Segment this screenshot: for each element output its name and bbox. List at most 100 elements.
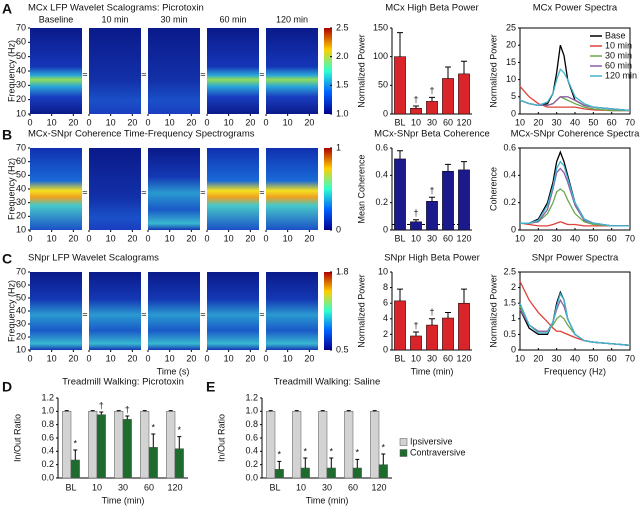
x-tick-label: BL	[394, 233, 405, 243]
x-tick-label: 20	[186, 117, 196, 127]
x-tick-label: 20	[245, 117, 255, 127]
significance-marker: *	[304, 446, 308, 456]
x-tick-label: 60	[443, 353, 453, 363]
x-tick-label: 20	[304, 117, 314, 127]
colorbar-tick-label: 2.5	[336, 22, 349, 32]
break-mark: ≈	[142, 69, 147, 79]
y-tick-label: 50	[16, 51, 26, 61]
significance-marker: †	[413, 208, 418, 218]
x-tick-label: 10	[106, 117, 116, 127]
y-tick-label: 100	[373, 51, 388, 61]
colorbar-tick-label: 0.5	[336, 344, 349, 354]
colorbar-tick-label: 1	[336, 142, 341, 152]
break-mark: ≈	[142, 187, 147, 197]
x-tick-label: 10	[283, 233, 293, 243]
error-bar	[125, 415, 130, 420]
spectrum-line	[519, 68, 631, 112]
x-tick-label: 60	[443, 233, 453, 243]
y-tick-label: 70	[16, 22, 26, 32]
x-tick-label: 10	[106, 353, 116, 363]
bar	[114, 411, 124, 479]
x-tick-label: 10	[165, 233, 175, 243]
error-bar	[445, 312, 451, 319]
x-axis-label: Frequency (Hz)	[544, 366, 606, 376]
y-tick-label: 0.6	[375, 142, 388, 152]
error-bar	[461, 60, 467, 74]
x-tick-label: 20	[68, 353, 78, 363]
x-tick-label: 10	[47, 353, 57, 363]
bar	[318, 411, 328, 479]
colorbar-tick-label: 1.5	[336, 80, 349, 90]
bar	[344, 411, 354, 479]
y-tick-label: 1.2	[41, 392, 54, 402]
error-bar	[413, 219, 419, 222]
x-tick-label: 30	[427, 353, 437, 363]
error-bar	[461, 288, 467, 304]
legend-label: 30 min	[605, 50, 632, 60]
bar	[326, 467, 336, 479]
error-bar	[429, 196, 435, 202]
x-tick-label: 10	[515, 117, 525, 127]
x-tick-label: 30	[552, 233, 562, 243]
x-tick-label: 10	[224, 233, 234, 243]
panel-title: 120 min	[276, 14, 308, 24]
y-tick-label: 10	[378, 266, 388, 276]
x-tick-label: 20	[68, 233, 78, 243]
y-tick-label: 50	[378, 80, 388, 90]
y-tick-label: 1.5	[503, 298, 516, 308]
legend-label: 60 min	[605, 60, 632, 70]
bar	[394, 56, 406, 115]
panel-label: B	[2, 127, 12, 143]
x-tick-label: 0	[86, 353, 91, 363]
error-bar	[397, 150, 403, 159]
error-bar	[168, 410, 173, 412]
scalogram	[207, 148, 259, 230]
scalogram	[89, 272, 141, 350]
y-tick-label: 60	[16, 279, 26, 289]
significance-marker: †	[429, 186, 434, 196]
bar	[292, 411, 302, 479]
x-tick-label: 70	[625, 353, 635, 363]
y-tick-label: 0.2	[245, 459, 258, 469]
y-tick-label: 1.0	[41, 406, 54, 416]
legend-label: 120 min	[605, 70, 637, 80]
x-tick-label: 20	[533, 117, 543, 127]
panel-title: Baseline	[39, 14, 74, 24]
y-tick-label: 40	[16, 305, 26, 315]
bar	[426, 324, 438, 351]
y-axis-label: Mean Coherence	[356, 154, 366, 223]
x-tick-label: 120	[456, 117, 471, 127]
y-tick-label: 0.4	[245, 446, 258, 456]
x-tick-label: 20	[186, 353, 196, 363]
y-tick-label: 10	[506, 74, 516, 84]
x-tick-label: 10	[165, 353, 175, 363]
error-bar	[413, 105, 419, 109]
significance-marker: *	[356, 448, 360, 458]
error-bar	[303, 457, 308, 468]
spectrum-line	[520, 150, 630, 227]
bar	[274, 469, 284, 479]
bar	[140, 411, 150, 479]
break-mark: ≈	[201, 309, 206, 319]
x-tick-label: 30	[427, 117, 437, 127]
bar	[370, 411, 380, 479]
x-tick-label: 0	[204, 233, 209, 243]
y-tick-label: 0	[383, 224, 388, 234]
y-tick-label: 60	[16, 37, 26, 47]
break-mark: ≈	[260, 69, 265, 79]
y-tick-label: 20	[16, 331, 26, 341]
significance-marker: †	[429, 86, 434, 96]
bar	[394, 300, 406, 351]
x-tick-label: 10	[47, 233, 57, 243]
panel-title: 30 min	[160, 14, 187, 24]
scalogram	[266, 28, 318, 114]
error-bar	[64, 410, 69, 412]
y-tick-label: 1.2	[245, 392, 258, 402]
bar	[62, 411, 72, 479]
x-tick-label: 40	[570, 353, 580, 363]
bar	[88, 411, 98, 479]
chart-title: Treadmill Walking: Picrotoxin	[62, 377, 184, 388]
x-tick-label: 20	[245, 353, 255, 363]
scalogram	[148, 28, 200, 114]
bar	[410, 335, 422, 351]
